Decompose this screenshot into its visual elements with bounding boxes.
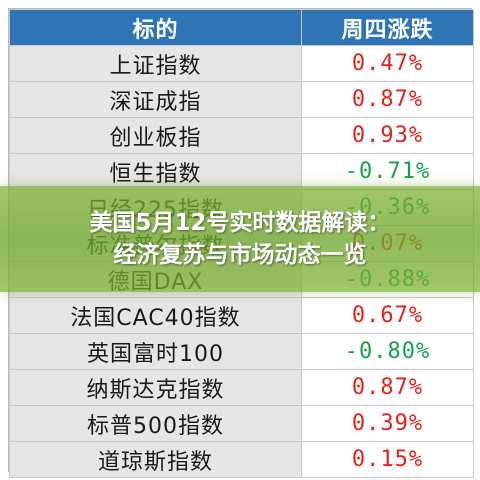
index-name-cell: 纳斯达克指数	[9, 369, 302, 406]
table-row: 创业板指 0.93%	[9, 117, 474, 154]
table-row: 恒生指数 -0.71%	[9, 153, 474, 190]
change-value-cell: 0.87%	[301, 369, 474, 406]
index-name-cell: 道琼斯指数	[9, 441, 302, 478]
index-name-cell: 上证指数	[9, 45, 302, 82]
table-header-row: 标的 周四涨跌	[9, 9, 474, 46]
index-name-cell: 法国CAC40指数	[9, 297, 302, 334]
table-row: 深证成指 0.87%	[9, 81, 474, 118]
table-row: 英国富时100 -0.80%	[9, 333, 474, 370]
change-value-cell: 0.47%	[301, 45, 474, 82]
change-value-cell: 0.15%	[301, 441, 474, 478]
index-name-cell: 英国富时100	[9, 333, 302, 370]
change-value-cell: 0.87%	[301, 81, 474, 118]
index-name-cell: 标普500指数	[9, 405, 302, 442]
headline-line-2: 经济复苏与市场动态一览	[113, 242, 367, 268]
table-row: 道琼斯指数 0.15%	[9, 441, 474, 478]
table-row: 上证指数 0.47%	[9, 45, 474, 82]
index-name-cell: 创业板指	[9, 117, 302, 154]
index-name-cell: 深证成指	[9, 81, 302, 118]
change-value-cell: 0.39%	[301, 405, 474, 442]
headline-line-1: 美国5月12号实时数据解读：	[89, 210, 391, 236]
headline-banner: 美国5月12号实时数据解读： 经济复苏与市场动态一览	[0, 186, 480, 292]
header-instrument: 标的	[9, 9, 302, 46]
change-value-cell: -0.71%	[301, 153, 474, 190]
change-value-cell: 0.67%	[301, 297, 474, 334]
table-row: 纳斯达克指数 0.87%	[9, 369, 474, 406]
table-row: 标普500指数 0.39%	[9, 405, 474, 442]
change-value-cell: 0.93%	[301, 117, 474, 154]
change-value-cell: -0.80%	[301, 333, 474, 370]
header-thursday-change: 周四涨跌	[301, 9, 474, 46]
index-name-cell: 恒生指数	[9, 153, 302, 190]
table-row: 法国CAC40指数 0.67%	[9, 297, 474, 334]
